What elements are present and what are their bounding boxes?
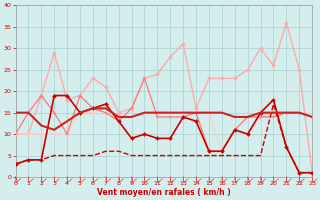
X-axis label: Vent moyen/en rafales ( km/h ): Vent moyen/en rafales ( km/h ) [97,188,231,197]
